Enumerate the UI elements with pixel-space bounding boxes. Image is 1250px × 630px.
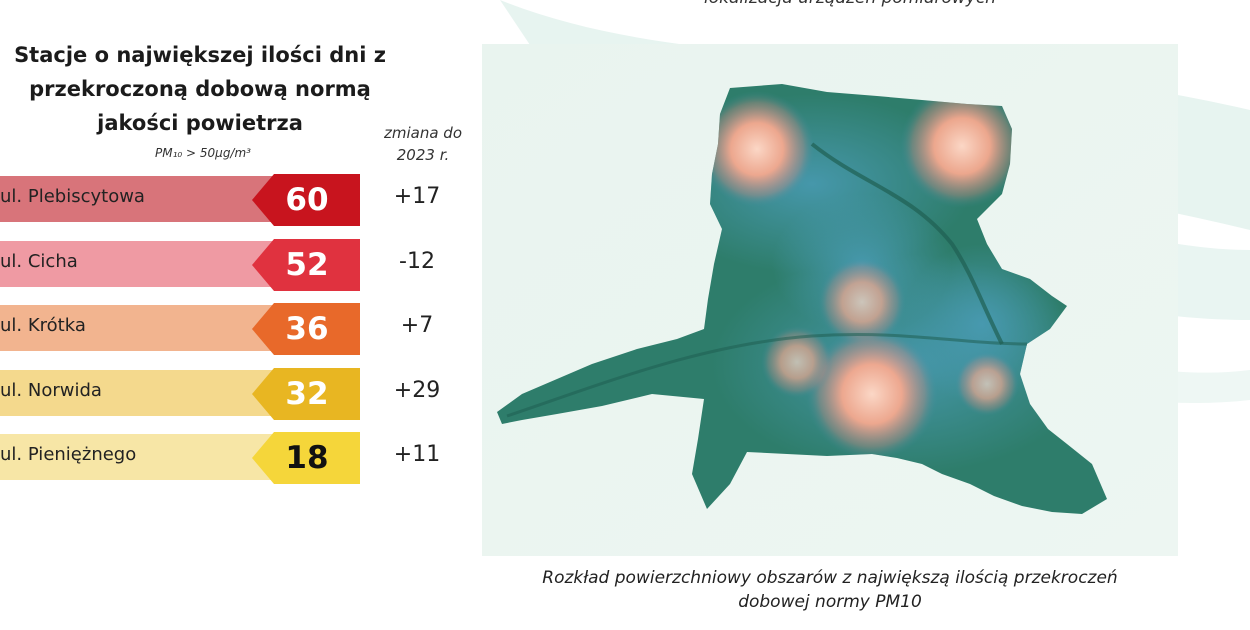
hotspot-north-east [900, 84, 1024, 208]
change-header-line: 2023 r. [396, 146, 450, 164]
station-value: 60 [285, 182, 329, 218]
station-change: +17 [393, 184, 441, 209]
railway-line [810, 142, 1004, 345]
station-name: ul. Pieniężnego [0, 444, 137, 465]
value-tag [252, 238, 360, 291]
station-row: ul. Cicha 52 -12 [0, 238, 470, 291]
hotspot-central [818, 258, 906, 346]
station-bar [0, 305, 290, 351]
chart-subtitle: PM₁₀ > 50µg/m³ [155, 146, 251, 160]
title-line: Stacje o największej ilości dni z [14, 43, 386, 67]
station-value: 36 [285, 311, 329, 347]
value-tag-fill [252, 432, 360, 484]
station-row: ul. Krótka 36 +7 [0, 303, 470, 355]
station-change: +29 [393, 377, 441, 403]
top-caption: lokalizacja urządzeń pomiarowych [640, 0, 1060, 8]
value-tag-shape [252, 238, 360, 291]
station-name: ul. Plebiscytowa [0, 186, 145, 207]
station-bar [0, 176, 290, 222]
hotspot-north-west [699, 91, 815, 207]
station-bars: ul. Plebiscytowa 60 +17 ul. Cicha 52 -12 ul. K… [0, 0, 480, 520]
value-tag-shape [252, 174, 360, 226]
station-row: ul. Norwida 32 +29 [0, 367, 470, 420]
station-change: +11 [393, 442, 441, 467]
value-tag-fill [252, 174, 360, 226]
title-line: jakości powietrza [97, 111, 303, 135]
value-tag-fill [252, 367, 360, 420]
value-tag-shape [252, 303, 360, 355]
station-name: ul. Krótka [0, 315, 86, 336]
value-tag-shape [252, 367, 360, 420]
station-change: -12 [399, 248, 435, 274]
station-value: 52 [285, 246, 329, 283]
title-line: przekroczoną dobową normą [29, 77, 371, 101]
station-bar [0, 369, 290, 416]
heat-layer [652, 84, 1092, 474]
heatmap-map [482, 44, 1178, 556]
station-row: ul. Plebiscytowa 60 +17 [0, 174, 470, 226]
heatmap-figure [482, 44, 1178, 556]
map-caption-line: Rozkład powierzchniowy obszarów z najwię… [542, 568, 1118, 588]
change-header-line: zmiana do [383, 124, 462, 142]
change-column-header: zmiana do 2023 r. [368, 122, 478, 166]
hotspot-east [955, 352, 1019, 416]
map-caption-line: dobowej normy PM10 [738, 592, 922, 612]
station-bar [0, 240, 290, 287]
value-tag [252, 303, 360, 355]
road-line [506, 333, 1028, 418]
value-tag-shape [252, 432, 360, 484]
value-tag-fill [252, 238, 360, 291]
value-tag [252, 367, 360, 420]
value-tag-fill [252, 303, 360, 355]
station-bar [0, 434, 290, 480]
station-row: ul. Pieniężnego 18 +11 [0, 432, 470, 484]
station-name: ul. Norwida [0, 379, 102, 401]
map-caption: Rozkład powierzchniowy obszarów z najwię… [470, 566, 1190, 614]
value-tag [252, 432, 360, 484]
station-value: 32 [285, 375, 329, 412]
value-tag [252, 174, 360, 226]
chart-title: Stacje o największej ilości dni z przekr… [0, 38, 400, 140]
station-name: ul. Cicha [0, 250, 78, 272]
hotspot-south-central [806, 328, 938, 460]
station-change: +7 [400, 313, 434, 338]
hotspot-south-west [761, 326, 833, 398]
station-value: 18 [285, 440, 329, 476]
